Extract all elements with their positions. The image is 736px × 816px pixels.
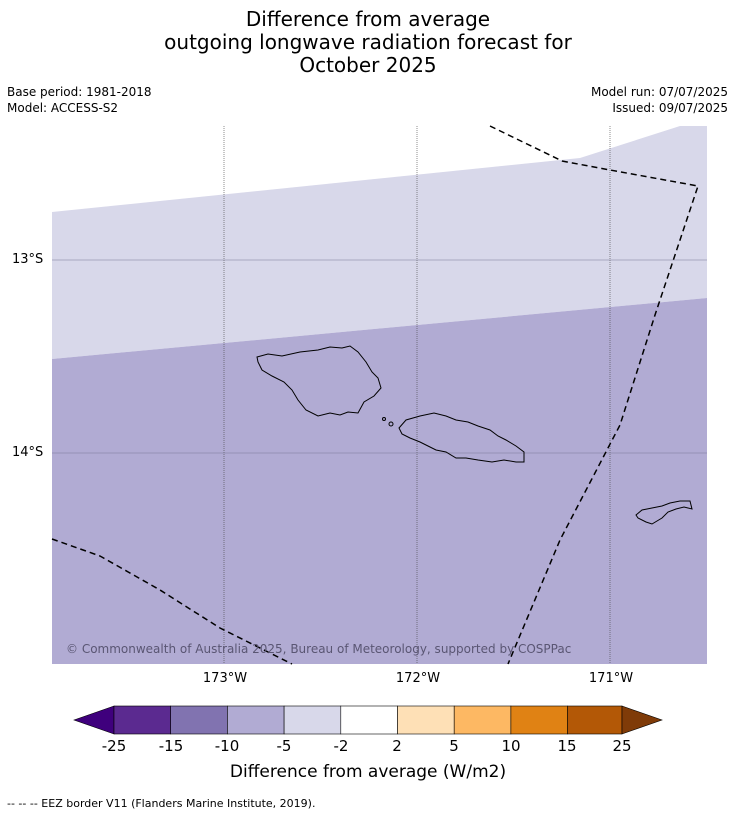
lon-label-173w: 173°W (202, 671, 248, 686)
island-apolima (388, 421, 394, 427)
colorbar-tick-4: -5 (276, 737, 292, 755)
copyright-notice: © Commonwealth of Australia 2025, Bureau… (66, 642, 572, 656)
model-name: Model: ACCESS-S2 (7, 101, 119, 115)
lon-label-172w: 172°W (395, 671, 441, 686)
lon-label-171w: 171°W (588, 671, 634, 686)
chart-title: Difference from average outgoing longwav… (0, 8, 736, 77)
meta-left: Base period: 1981-2018 Model: ACCESS-S2 (7, 84, 152, 116)
colorbar-title: Difference from average (W/m2) (229, 762, 507, 782)
model-run: Model run: 07/07/2025 (590, 85, 728, 99)
colorbar-tick-1: -25 (101, 737, 127, 755)
base-period: Base period: 1981-2018 (7, 85, 152, 99)
lat-label-14s: 14°S (12, 445, 44, 460)
colorbar-tick-6: 2 (392, 737, 402, 755)
colorbar-tick-5: -2 (333, 737, 349, 755)
lat-label-13s: 13°S (12, 252, 44, 267)
island-savaii (256, 345, 382, 417)
eez-border (51, 125, 699, 665)
title-line-3: October 2025 (299, 53, 437, 77)
title-line-2: outgoing longwave radiation forecast for (164, 30, 572, 54)
island-tutuila (635, 500, 693, 525)
island-manono (382, 417, 386, 421)
colorbar-tick-3: -10 (214, 737, 240, 755)
colorbar-tick-2: -15 (158, 737, 184, 755)
colorbar-tick-7: 5 (449, 737, 459, 755)
meta-right: Model run: 07/07/2025 Issued: 09/07/2025 (591, 84, 728, 116)
islands (256, 345, 693, 525)
colorbar-tick-9: 15 (557, 737, 577, 755)
eez-legend-note: -- -- -- EEZ border V11 (Flanders Marine… (7, 797, 316, 810)
issued-date: Issued: 09/07/2025 (612, 101, 728, 115)
title-line-1: Difference from average (245, 7, 491, 31)
colorbar-tick-8: 10 (501, 737, 521, 755)
island-upolu (398, 412, 525, 463)
anomaly-band-white (52, 126, 707, 212)
graticule (52, 126, 707, 664)
colorbar-tick-10: 25 (612, 737, 632, 755)
eez-border-southwest (51, 538, 293, 665)
anomaly-band-mid (52, 298, 707, 664)
